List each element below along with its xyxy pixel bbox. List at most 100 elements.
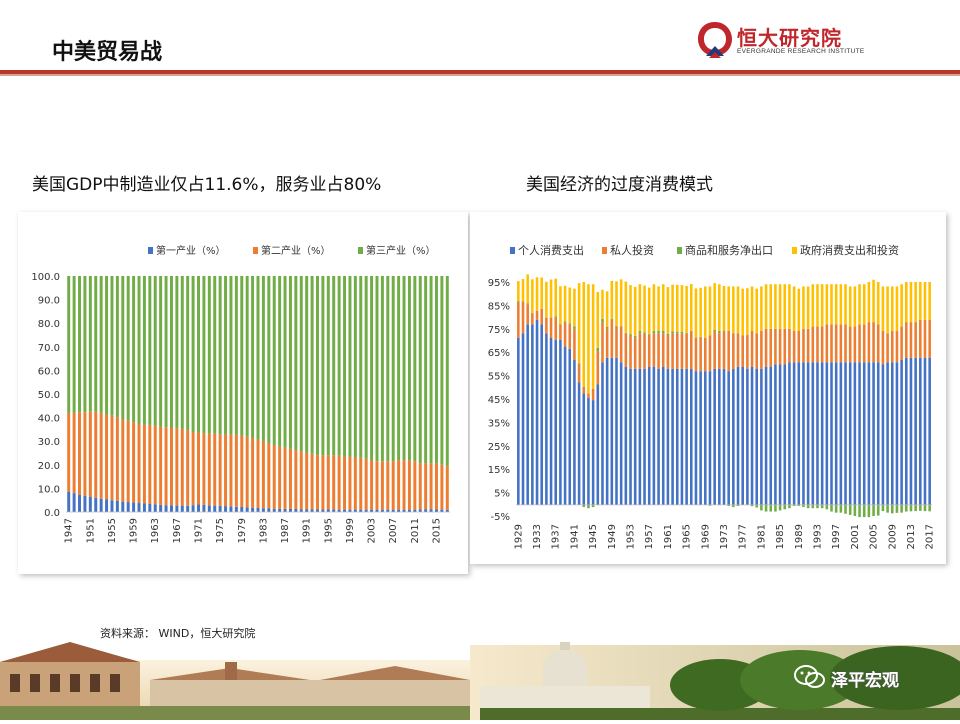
bar-segment-2011-s1 xyxy=(900,360,903,505)
bar-segment-1953-s2 xyxy=(629,335,632,368)
bar-segment-1995-s2 xyxy=(826,324,829,362)
bar-segment-2016-s4 xyxy=(924,282,927,320)
bar-segment-2008-s3 xyxy=(397,276,400,460)
bar-segment-1995-s4 xyxy=(826,284,829,324)
bar-segment-1951-s4 xyxy=(620,279,623,326)
bar-segment-1996-s3 xyxy=(332,276,335,455)
bar-segment-1949-s3 xyxy=(78,276,81,412)
bar-segment-1948-s3 xyxy=(606,327,609,329)
bar-segment-2016-s1 xyxy=(924,358,927,505)
bar-segment-2009-s1 xyxy=(891,362,894,505)
bar-segment-1950-s1 xyxy=(83,496,86,512)
x-tick-label: 1973 xyxy=(719,524,730,549)
bar-segment-1989-s2 xyxy=(294,450,297,509)
bar-segment-1961-s3 xyxy=(667,334,670,336)
bar-segment-2010-s4 xyxy=(896,286,899,331)
bar-segment-1983-s2 xyxy=(769,329,772,367)
bar-segment-1964-s3 xyxy=(681,332,684,333)
bar-segment-1929-s1 xyxy=(517,338,520,505)
y-tick-label: 50.0 xyxy=(38,390,60,401)
bar-segment-1968-s1 xyxy=(181,506,184,512)
bar-segment-1994-s3 xyxy=(821,505,824,508)
bar-segment-1949-s2 xyxy=(611,320,614,358)
bar-segment-1957-s2 xyxy=(121,419,124,502)
bar-segment-1967-s3 xyxy=(175,276,178,428)
y-tick-label: 20.0 xyxy=(38,461,60,472)
bar-segment-1993-s4 xyxy=(816,284,819,326)
bar-segment-1938-s4 xyxy=(559,286,562,324)
watermark: 泽平宏观 xyxy=(793,664,923,690)
bar-segment-1946-s2 xyxy=(597,351,600,384)
title-divider-shadow xyxy=(0,74,960,76)
bar-segment-1931-s4 xyxy=(526,274,529,303)
bar-segment-2011-s3 xyxy=(900,505,903,513)
bar-segment-1961-s2 xyxy=(667,335,670,368)
bar-segment-2011-s2 xyxy=(413,461,416,509)
legend-swatch-4 xyxy=(792,247,797,254)
bar-segment-1988-s4 xyxy=(793,286,796,331)
x-tick-label: 2001 xyxy=(850,524,861,549)
bars xyxy=(517,274,931,517)
x-tick-label: 1963 xyxy=(150,518,161,543)
bar-segment-1970-s2 xyxy=(192,432,195,505)
bar-segment-1938-s2 xyxy=(559,324,562,340)
bar-segment-1957-s4 xyxy=(648,288,651,335)
bar-segment-1981-s3 xyxy=(760,505,763,511)
bar-segment-1960-s1 xyxy=(138,503,141,512)
bar-segment-1939-s4 xyxy=(564,286,567,322)
bar-segment-1985-s4 xyxy=(779,284,782,329)
bar-segment-1983-s3 xyxy=(769,505,772,512)
bar-segment-1964-s4 xyxy=(681,285,684,332)
bar-segment-1965-s2 xyxy=(165,427,168,505)
bar-segment-1941-s4 xyxy=(573,289,576,327)
bar-segment-1942-s2 xyxy=(578,364,581,382)
bar-segment-1991-s2 xyxy=(807,329,810,362)
bar-segment-1968-s2 xyxy=(181,429,184,506)
bar-segment-1970-s1 xyxy=(709,371,712,505)
bar-segment-2017-s2 xyxy=(928,320,931,358)
bar-segment-1981-s2 xyxy=(760,331,763,369)
bar-segment-1985-s3 xyxy=(273,276,276,445)
x-tick-label: 1995 xyxy=(323,518,334,543)
x-tick-label: 1971 xyxy=(194,518,205,543)
y-tick-label: 100.0 xyxy=(31,272,60,283)
bar-segment-1955-s4 xyxy=(639,284,642,331)
bar-segment-1950-s2 xyxy=(615,327,618,358)
bar-segment-1982-s2 xyxy=(257,440,260,508)
bar-segment-1966-s2 xyxy=(690,331,693,369)
bar-segment-2002-s4 xyxy=(858,284,861,324)
bar-segment-2004-s3 xyxy=(376,276,379,461)
bar-segment-2000-s2 xyxy=(354,457,357,510)
bar-segment-1941-s2 xyxy=(573,329,576,360)
bar-segment-1986-s1 xyxy=(783,364,786,504)
bar-segment-1952-s1 xyxy=(625,367,628,505)
bar-segment-1955-s1 xyxy=(110,500,113,512)
bar-segment-1953-s1 xyxy=(100,499,103,512)
bar-segment-1999-s1 xyxy=(844,362,847,505)
bar-segment-2004-s4 xyxy=(868,282,871,322)
bar-segment-2012-s3 xyxy=(419,276,422,463)
bar-segment-1972-s2 xyxy=(718,333,721,369)
bar-segment-1952-s2 xyxy=(94,412,97,498)
bar-segment-1954-s1 xyxy=(105,499,108,512)
bar-segment-1956-s1 xyxy=(116,501,119,512)
bar-segment-1978-s4 xyxy=(746,288,749,335)
bar-segment-1966-s2 xyxy=(170,428,173,506)
bar-segment-1954-s4 xyxy=(634,287,637,336)
bar-segment-1991-s1 xyxy=(305,509,308,512)
y-tick-label: 35% xyxy=(488,418,510,429)
bar-segment-1974-s4 xyxy=(727,286,730,331)
bar-segment-1956-s1 xyxy=(643,369,646,505)
x-tick-label: 1941 xyxy=(569,524,580,549)
bar-segment-1940-s1 xyxy=(568,349,571,505)
bar-segment-2002-s1 xyxy=(858,362,861,505)
bar-segment-1959-s1 xyxy=(132,503,135,512)
bar-segment-2010-s2 xyxy=(896,331,899,362)
bar-segment-1960-s4 xyxy=(662,284,665,331)
bar-segment-1949-s4 xyxy=(611,281,614,319)
bar-segment-1981-s1 xyxy=(251,508,254,512)
bar-segment-2016-s3 xyxy=(924,505,927,511)
bar-segment-1992-s3 xyxy=(311,276,314,454)
bar-segment-2012-s4 xyxy=(905,282,908,322)
bar-segment-1939-s2 xyxy=(564,322,567,347)
